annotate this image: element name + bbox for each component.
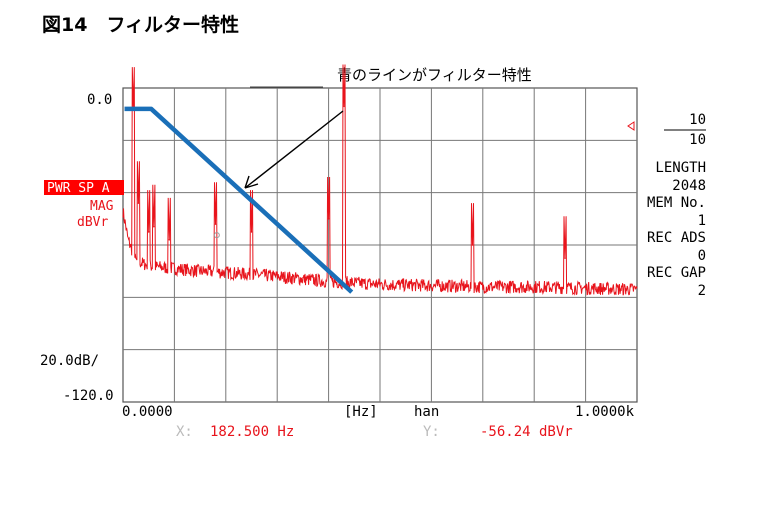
- mode-label-bg: [44, 180, 124, 195]
- spectrum-series: [122, 64, 638, 296]
- spectrum-peak: [153, 225, 155, 228]
- figure-title: 図14 フィルター特性: [42, 14, 240, 36]
- right-panel-item: REC ADS: [647, 230, 706, 246]
- unit-label: dBVr: [77, 215, 108, 230]
- spectrum-peak: [214, 223, 217, 225]
- mag-label: MAG: [90, 199, 114, 214]
- right-panel-item: REC GAP: [647, 265, 706, 281]
- y-top-label: 0.0: [87, 92, 112, 108]
- filter-characteristic-line: [124, 106, 354, 294]
- right-panel-item: 2048: [672, 178, 706, 194]
- spectrum-peak: [343, 105, 345, 108]
- right-panel-item: 2: [698, 283, 706, 299]
- right-panel-item: 1: [698, 213, 706, 229]
- spectrum-peak: [327, 218, 330, 220]
- arrow-icon: [244, 110, 344, 189]
- cursor-y-prefix: Y:: [423, 424, 440, 440]
- filter-line: [124, 106, 354, 294]
- reference-marker-icon: [627, 121, 635, 131]
- cursor-x-prefix: X:: [176, 424, 193, 440]
- spectrum-peak: [471, 244, 474, 246]
- right-panel-item: 10: [689, 132, 706, 148]
- right-panel-item: 10: [689, 112, 706, 128]
- spectrum-peak: [250, 231, 253, 233]
- window-label: han: [414, 404, 439, 420]
- right-panel-item: MEM No.: [647, 195, 706, 211]
- callout-text: 青のラインがフィルター特性: [337, 66, 532, 84]
- spectrum-trace: [122, 64, 638, 296]
- right-panel-item: 0: [698, 248, 706, 264]
- spectrum-peak: [137, 202, 140, 204]
- y-bottom-label: -120.0: [63, 388, 114, 404]
- spectrum-peak: [168, 238, 171, 241]
- cursor-x-value: 182.500 Hz: [210, 424, 294, 440]
- mode-label: PWR SP A: [47, 181, 110, 196]
- x-start-label: 0.0000: [122, 404, 173, 420]
- right-panel-item: LENGTH: [655, 160, 706, 176]
- x-unit-label: [Hz]: [344, 404, 378, 420]
- y-scale-label: 20.0dB/: [40, 353, 99, 369]
- spectrum-peak: [564, 257, 566, 259]
- grid: [122, 87, 638, 403]
- cursor-marker: [213, 232, 220, 239]
- x-end-label: 1.0000k: [575, 404, 635, 420]
- cursor-y-value: -56.24 dBVr: [480, 424, 573, 440]
- spectrum-peak: [147, 231, 150, 233]
